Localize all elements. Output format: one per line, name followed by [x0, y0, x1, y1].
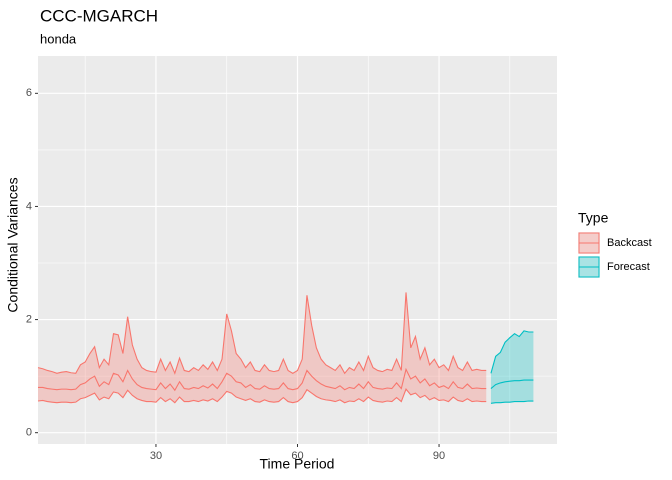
- line-upper: [37, 292, 487, 375]
- y-tick-label: 0: [26, 427, 32, 439]
- y-tick-label: 6: [26, 87, 32, 99]
- line-values: [38, 367, 487, 392]
- x-axis-label: Time Period: [260, 456, 335, 472]
- line-values: [490, 379, 534, 389]
- y-axis-label: Conditional Variances: [5, 177, 21, 312]
- x-tick-label: 30: [150, 450, 162, 462]
- legend-label: Forecast: [607, 261, 650, 273]
- chart-subtitle: honda: [40, 31, 77, 46]
- y-tick-label: 2: [26, 313, 32, 325]
- x-tick-label: 90: [433, 450, 445, 462]
- line-upper: [490, 330, 534, 374]
- y-tick-label: 4: [26, 200, 32, 212]
- legend-label: Backcast: [607, 237, 652, 249]
- line-lower: [490, 400, 534, 404]
- ribbon: [490, 330, 534, 404]
- ribbon: [38, 292, 487, 403]
- line-lower: [37, 388, 487, 404]
- legend-title: Type: [578, 210, 609, 226]
- chart-title: CCC-MGARCH: [40, 6, 158, 25]
- x-tick-label: 60: [291, 450, 303, 462]
